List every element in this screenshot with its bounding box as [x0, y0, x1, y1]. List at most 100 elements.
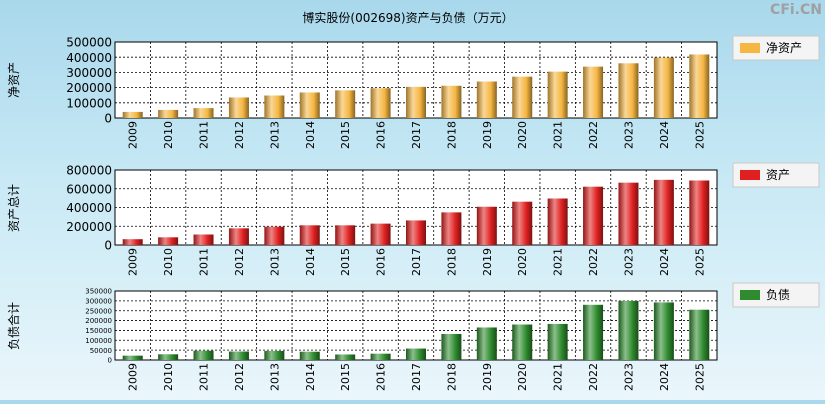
y-tick-label: 100000 — [66, 96, 112, 110]
legend-label: 资产 — [766, 168, 790, 182]
x-tick-label: 2022 — [587, 363, 600, 391]
bar-2018 — [441, 85, 462, 118]
bar-2021 — [547, 198, 568, 245]
bar-2012 — [228, 228, 249, 245]
bar-2016 — [370, 223, 391, 245]
y-tick-label: 200000 — [66, 81, 112, 95]
y-tick-label: 800000 — [66, 164, 112, 178]
y-axis-label: 负债合计 — [6, 302, 21, 350]
x-tick-label: 2012 — [233, 363, 246, 391]
legend-swatch — [740, 170, 760, 180]
x-tick-label: 2023 — [622, 363, 635, 391]
legend-label: 负债 — [766, 288, 790, 302]
y-tick-label: 200000 — [66, 220, 112, 234]
x-tick-label: 2011 — [198, 121, 211, 149]
x-tick-label: 2015 — [339, 248, 352, 276]
bar-2009 — [122, 355, 143, 360]
bar-2020 — [512, 201, 533, 245]
bar-2025 — [689, 54, 710, 118]
x-tick-label: 2011 — [198, 248, 211, 276]
x-tick-label: 2021 — [552, 363, 565, 391]
x-tick-label: 2020 — [516, 248, 529, 276]
x-tick-label: 2010 — [162, 121, 175, 149]
y-tick-label: 400000 — [66, 201, 112, 215]
x-tick-label: 2018 — [445, 248, 458, 276]
x-tick-label: 2009 — [127, 121, 140, 149]
y-tick-label: 0 — [104, 112, 112, 126]
bar-2023 — [618, 63, 639, 118]
bar-2010 — [158, 109, 179, 118]
x-tick-label: 2014 — [304, 363, 317, 391]
x-tick-label: 2016 — [375, 363, 388, 391]
y-tick-label: 400000 — [66, 51, 112, 65]
bar-2022 — [583, 66, 604, 118]
y-tick-label: 600000 — [66, 182, 112, 196]
bar-2024 — [653, 57, 674, 118]
y-tick-label: 150000 — [85, 327, 112, 335]
y-tick-label: 100000 — [85, 337, 112, 345]
bar-2014 — [299, 225, 320, 245]
x-tick-label: 2011 — [198, 363, 211, 391]
y-tick-label: 0 — [104, 239, 112, 253]
bar-2013 — [264, 350, 285, 360]
x-tick-label: 2017 — [410, 248, 423, 276]
bar-2015 — [335, 225, 356, 245]
bar-2016 — [370, 88, 391, 118]
x-tick-label: 2015 — [339, 363, 352, 391]
bar-2016 — [370, 353, 391, 360]
bar-2013 — [264, 226, 285, 245]
x-tick-label: 2012 — [233, 248, 246, 276]
bar-2018 — [441, 212, 462, 245]
x-tick-label: 2016 — [375, 248, 388, 276]
bar-2021 — [547, 71, 568, 118]
y-tick-label: 500000 — [66, 36, 112, 50]
legend: 净资产 — [732, 35, 820, 61]
x-tick-label: 2017 — [410, 121, 423, 149]
chart-title: 博实股份(002698)资产与负债（万元） — [302, 10, 513, 25]
bar-2017 — [406, 86, 426, 118]
bar-2014 — [299, 92, 320, 118]
x-tick-label: 2009 — [127, 248, 140, 276]
x-tick-label: 2009 — [127, 363, 140, 391]
x-tick-label: 2023 — [622, 248, 635, 276]
bar-2013 — [264, 95, 285, 118]
bar-2022 — [583, 304, 604, 360]
x-tick-label: 2024 — [658, 248, 671, 276]
y-tick-label: 250000 — [85, 307, 112, 315]
bar-2011 — [193, 350, 214, 360]
bar-2017 — [406, 220, 426, 245]
bar-2019 — [476, 327, 497, 360]
legend-swatch — [740, 290, 760, 300]
bar-2023 — [618, 300, 639, 360]
y-tick-label: 200000 — [85, 317, 112, 325]
bar-2020 — [512, 324, 533, 360]
bar-2025 — [689, 180, 710, 245]
bar-2022 — [583, 186, 604, 245]
bar-2010 — [158, 237, 179, 245]
x-tick-label: 2025 — [693, 363, 706, 391]
bar-2014 — [299, 351, 320, 360]
x-tick-label: 2021 — [552, 248, 565, 276]
panel-2: 800000 600000 400000 200000 0 2009 2010 2011 201… — [7, 162, 820, 276]
x-tick-label: 2019 — [481, 363, 494, 391]
x-tick-label: 2021 — [552, 121, 565, 149]
x-tick-label: 2013 — [268, 248, 281, 276]
x-tick-label: 2013 — [268, 121, 281, 149]
x-tick-label: 2013 — [268, 363, 281, 391]
x-tick-label: 2019 — [481, 248, 494, 276]
legend-swatch — [740, 43, 760, 53]
bar-2019 — [476, 206, 497, 245]
bar-2023 — [618, 182, 639, 245]
bar-2024 — [653, 302, 674, 360]
bar-2010 — [158, 354, 179, 360]
x-tick-label: 2020 — [516, 363, 529, 391]
y-tick-label: 300000 — [85, 298, 112, 306]
x-tick-label: 2018 — [445, 121, 458, 149]
x-tick-label: 2020 — [516, 121, 529, 149]
x-tick-label: 2022 — [587, 121, 600, 149]
bar-2011 — [193, 234, 214, 245]
y-tick-label: 0 — [108, 357, 112, 365]
y-axis-label: 净资产 — [7, 62, 21, 98]
